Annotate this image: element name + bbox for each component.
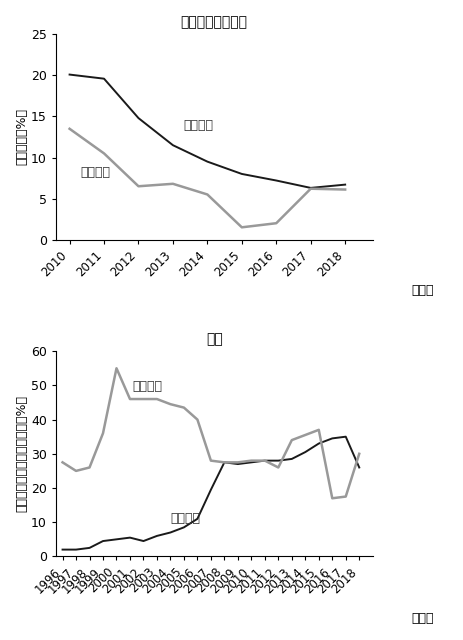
Title: 利潤: 利潤 [206, 332, 223, 346]
Text: 民営企業: 民営企業 [170, 512, 200, 525]
Text: （年）: （年） [412, 612, 434, 625]
Text: （年）: （年） [412, 284, 434, 297]
Y-axis label: （工業企業に占めるシェア、%）: （工業企業に占めるシェア、%） [15, 396, 28, 512]
Title: 付加価値の伸び率: 付加価値の伸び率 [181, 15, 248, 29]
Text: 民営企業: 民営企業 [183, 119, 213, 132]
Text: 国有企業: 国有企業 [133, 381, 163, 394]
Text: 国有企業: 国有企業 [80, 166, 110, 179]
Y-axis label: （前年比、%）: （前年比、%） [15, 109, 28, 166]
